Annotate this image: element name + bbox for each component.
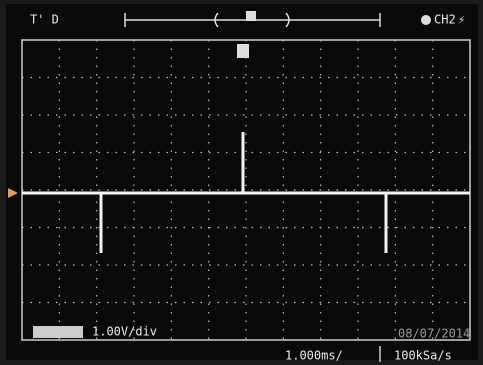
volts-per-div: 1.00V/div <box>92 325 157 339</box>
oscilloscope-screen: T' D CH2 ⚡ 1.00V/div 08/07/2014 1.000ms/… <box>0 0 483 365</box>
channel-label: CH2 <box>434 13 456 27</box>
trigger-edge-icon: ⚡ <box>458 13 465 27</box>
timebase: 1.000ms/ <box>285 349 343 363</box>
trigger-position-marker <box>237 44 249 58</box>
trigger-status: T' D <box>30 13 59 27</box>
channel-badge <box>33 326 83 338</box>
page: T' D CH2 ⚡ 1.00V/div 08/07/2014 1.000ms/… <box>0 0 483 365</box>
sample-rate: 100kSa/s <box>394 349 452 363</box>
ruler-trigger-marker <box>246 11 256 21</box>
date: 08/07/2014 <box>398 327 470 341</box>
channel-icon <box>421 15 431 25</box>
